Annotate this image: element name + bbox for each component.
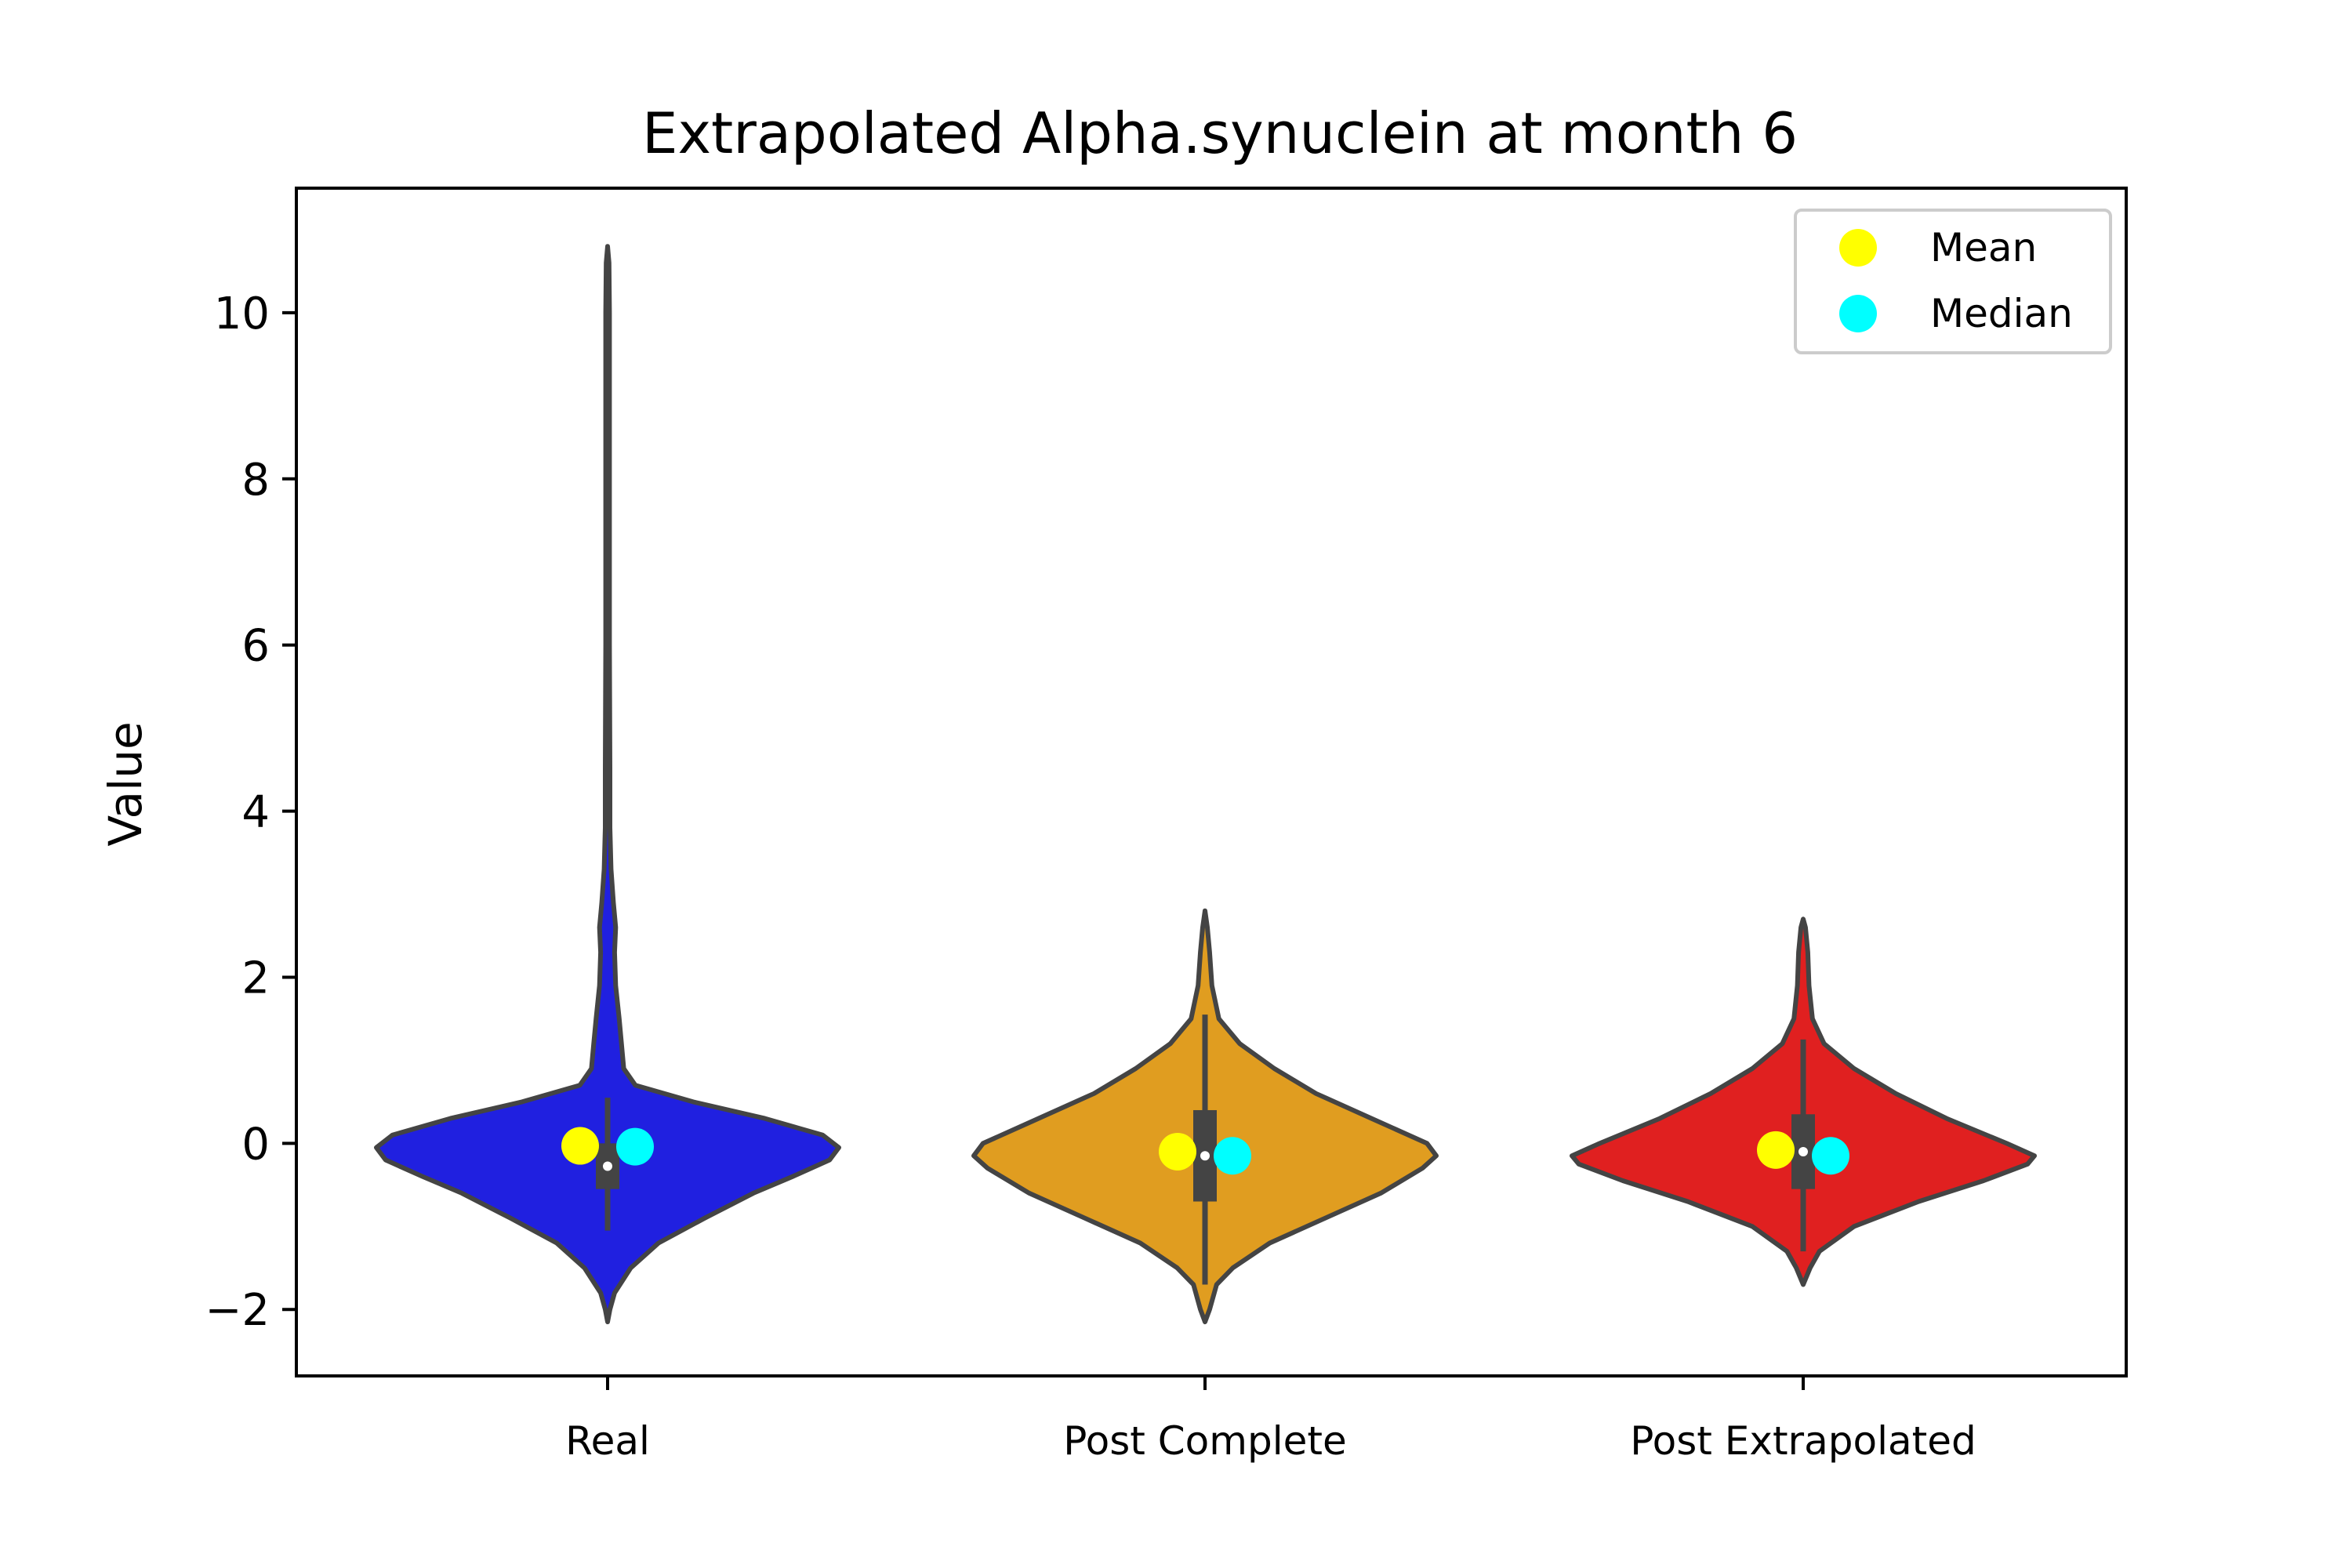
legend-marker — [1839, 295, 1877, 332]
plot-frame — [295, 187, 2128, 1377]
y-tick-label: 10 — [214, 289, 270, 339]
y-axis-label: Value — [99, 721, 152, 846]
x-axis: Real Post Complete Post Extrapolated — [565, 1376, 1976, 1464]
violin-group — [971, 908, 1439, 1325]
violin-group — [1570, 916, 2037, 1287]
x-tick-label: Post Extrapolated — [1630, 1418, 1976, 1464]
violins-layer — [374, 244, 2037, 1325]
y-tick-label: −2 — [205, 1285, 270, 1336]
legend: Mean Median — [1794, 209, 2112, 354]
y-tick-label: 4 — [241, 787, 270, 838]
x-tick-label: Post Complete — [1063, 1418, 1346, 1464]
violin-center-dot — [1200, 1151, 1210, 1161]
legend-marker — [1839, 229, 1877, 267]
violin-body — [374, 244, 841, 1325]
y-tick-label: 6 — [241, 621, 270, 672]
median-marker — [1812, 1137, 1849, 1175]
x-tick-label: Real — [565, 1418, 650, 1464]
mean-marker — [1757, 1131, 1795, 1169]
legend-label: Mean — [1930, 225, 2037, 270]
mean-marker — [1159, 1132, 1196, 1171]
y-tick-label: 2 — [241, 953, 270, 1004]
violin-group — [374, 244, 841, 1325]
violin-center-dot — [603, 1161, 612, 1171]
median-marker — [1214, 1137, 1251, 1175]
mean-marker — [561, 1127, 599, 1165]
y-axis: −2 0 2 4 6 8 10 — [205, 289, 296, 1336]
legend-label: Median — [1930, 291, 2073, 336]
y-tick-label: 8 — [241, 455, 270, 506]
chart-title: Extrapolated Alpha.synuclein at month 6 — [642, 100, 1798, 166]
y-tick-label: 0 — [241, 1119, 270, 1170]
median-marker — [616, 1127, 654, 1166]
violin-center-dot — [1798, 1146, 1808, 1156]
